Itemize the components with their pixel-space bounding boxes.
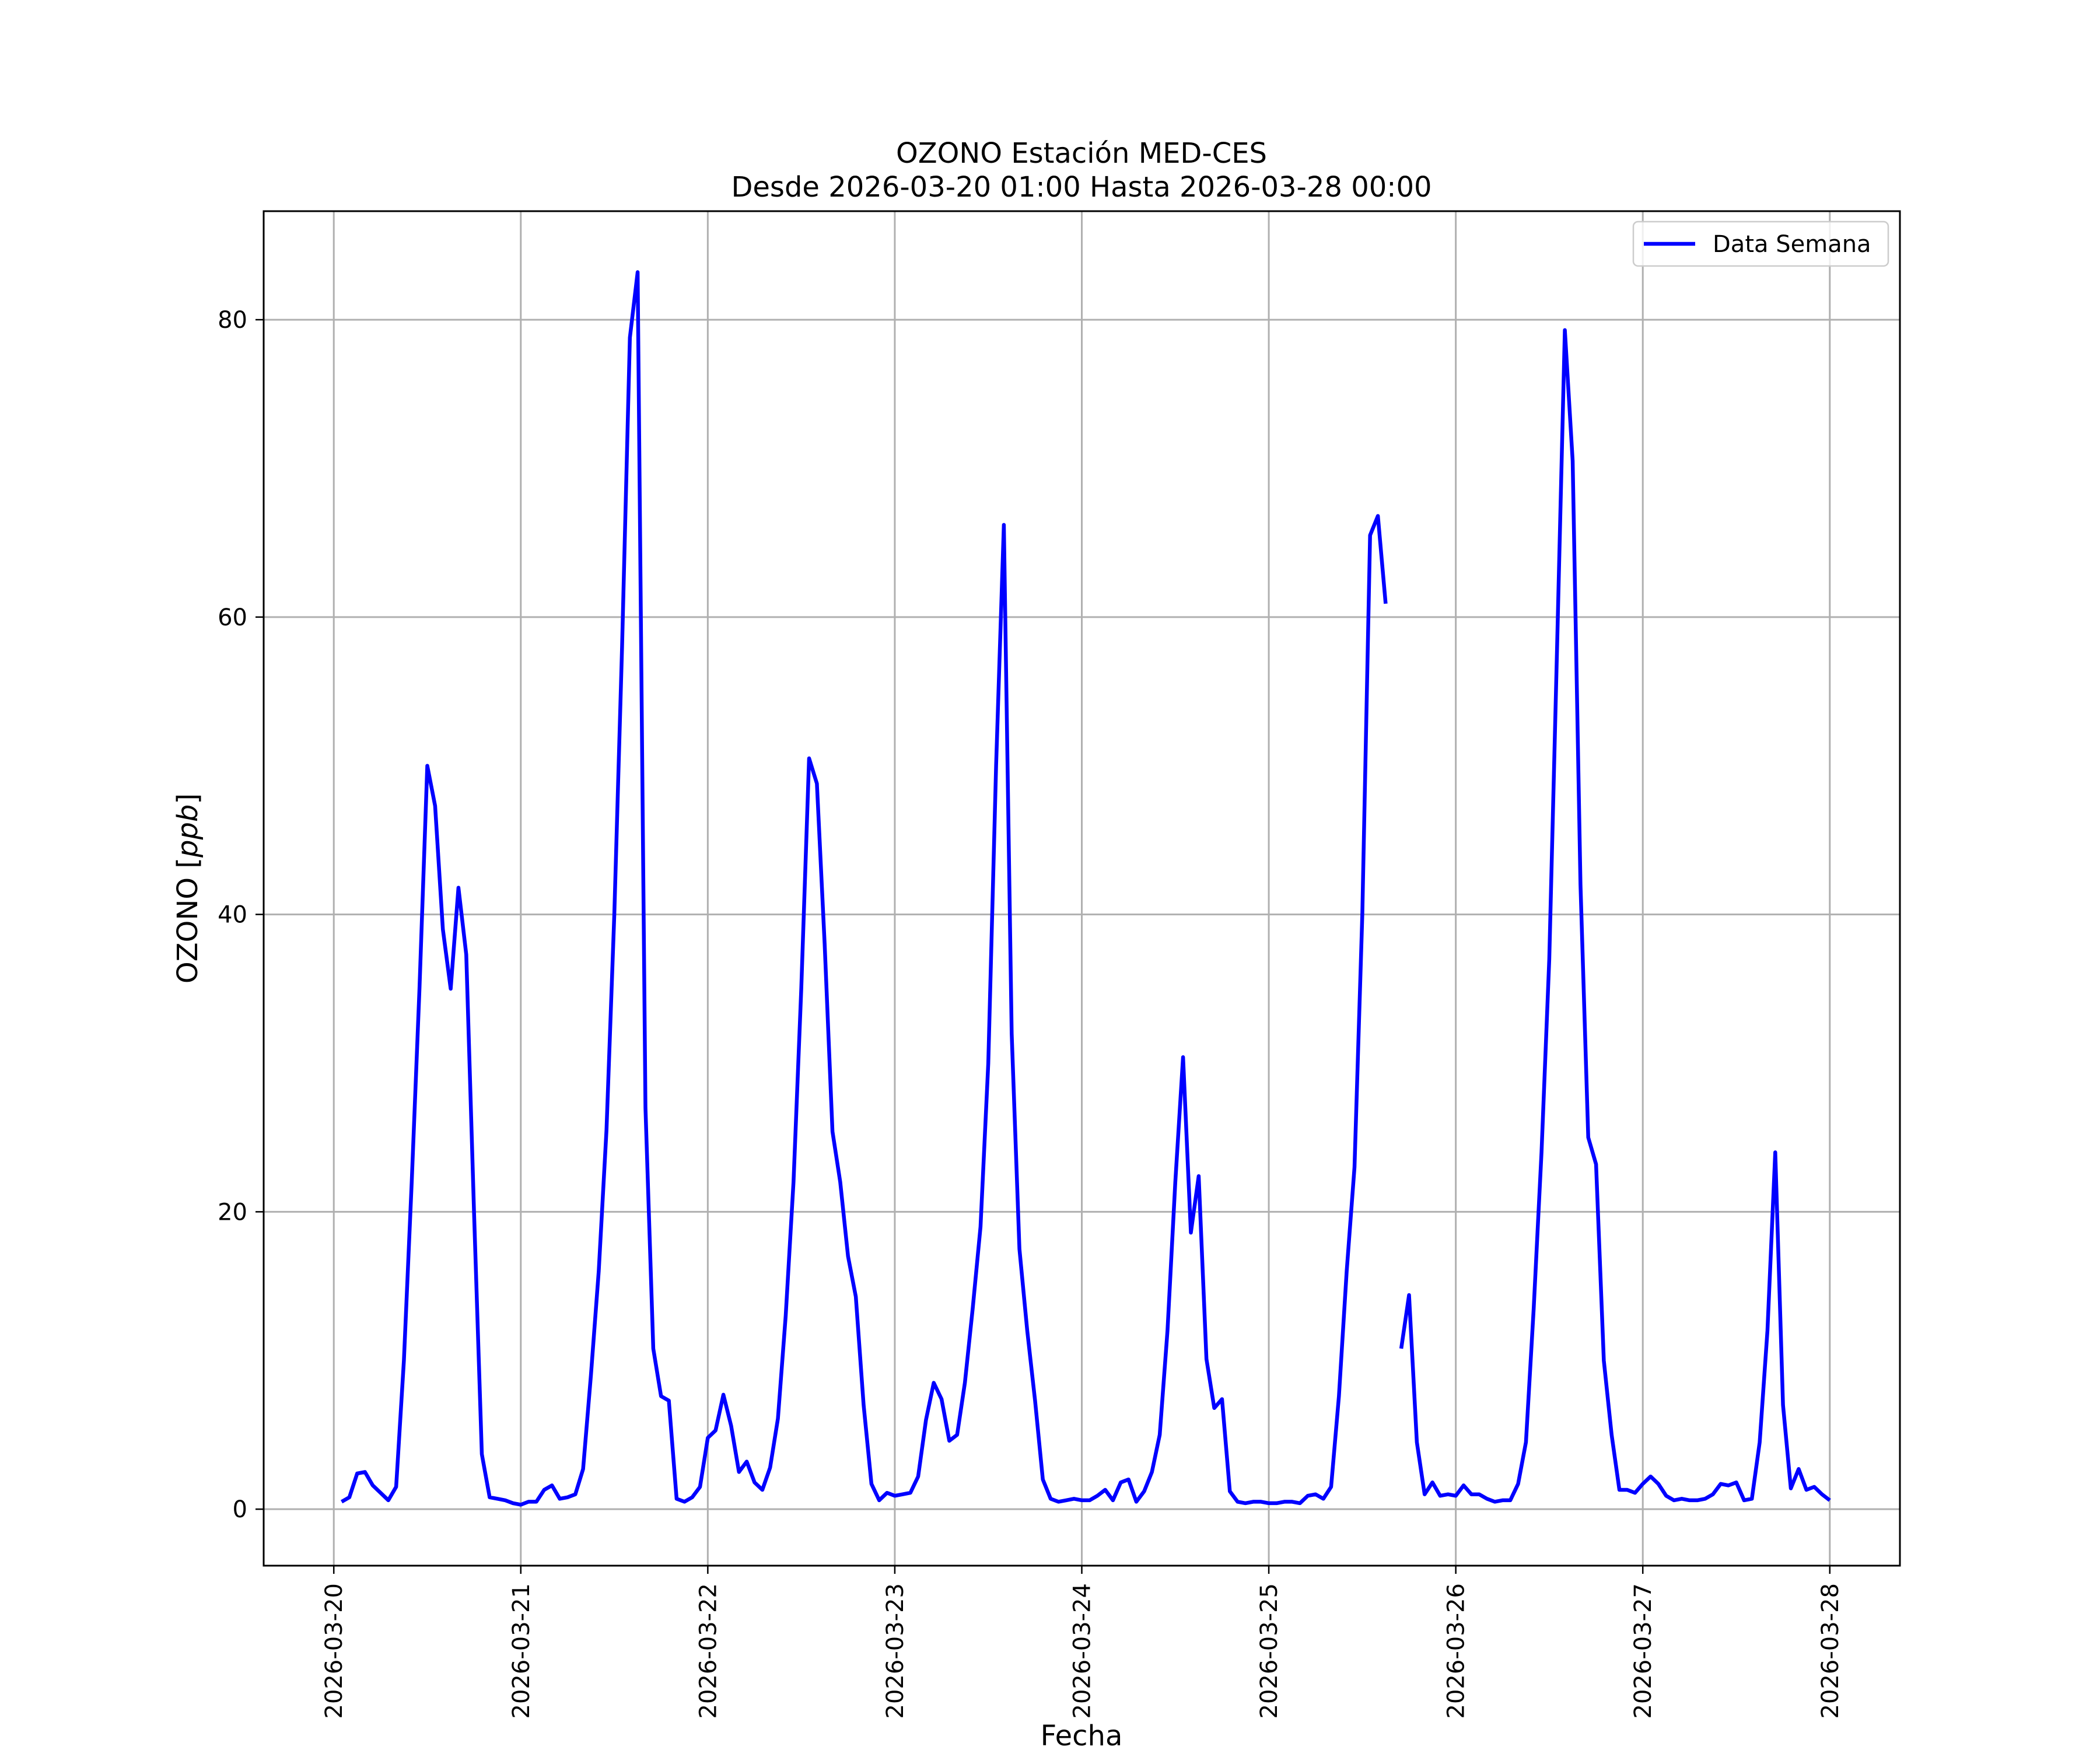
series-layer (340, 270, 1831, 1507)
y-axis-label-unit: ppb (172, 804, 204, 858)
legend-label: Data Semana (1713, 231, 1871, 258)
x-tick-label: 2026-03-22 (695, 1583, 722, 1718)
series-line-0 (340, 270, 1831, 1507)
x-tick-label: 2026-03-26 (1443, 1583, 1470, 1718)
y-tick-label: 0 (233, 1496, 247, 1523)
y-axis-label-suffix: ] (172, 793, 204, 804)
x-tick-label: 2026-03-24 (1069, 1583, 1096, 1718)
x-tick-label: 2026-03-20 (321, 1583, 348, 1718)
y-tick-label: 40 (218, 902, 247, 929)
x-tick-label: 2026-03-21 (508, 1583, 535, 1718)
x-tick-label: 2026-03-25 (1256, 1583, 1283, 1718)
x-tick-labels: 2026-03-20 2026-03-21 2026-03-22 2026-03-23… (321, 1583, 1844, 1718)
x-tick-label: 2026-03-23 (882, 1583, 909, 1718)
axis-ticks (256, 318, 1831, 1574)
y-tick-label: 80 (218, 307, 247, 334)
chart-title: OZONO Estación MED-CES (896, 137, 1267, 170)
y-tick-label: 60 (218, 604, 247, 631)
legend: Data Semana (1632, 220, 1889, 267)
y-axis-label: OZONO [ppb] (172, 793, 204, 984)
legend-box (1632, 220, 1889, 267)
grid (264, 211, 1900, 1566)
y-axis-label-prefix: OZONO [ (172, 858, 204, 984)
x-tick-label: 2026-03-28 (1817, 1583, 1844, 1718)
y-tick-labels: 0 20 40 60 80 (218, 307, 247, 1523)
plot-frame (262, 210, 1901, 1567)
chart-subtitle: Desde 2026-03-20 01:00 Hasta 2026-03-28 … (731, 171, 1432, 204)
x-tick-label: 2026-03-27 (1630, 1583, 1657, 1718)
x-axis-label: Fecha (1041, 1720, 1123, 1750)
y-tick-label: 20 (218, 1199, 247, 1226)
